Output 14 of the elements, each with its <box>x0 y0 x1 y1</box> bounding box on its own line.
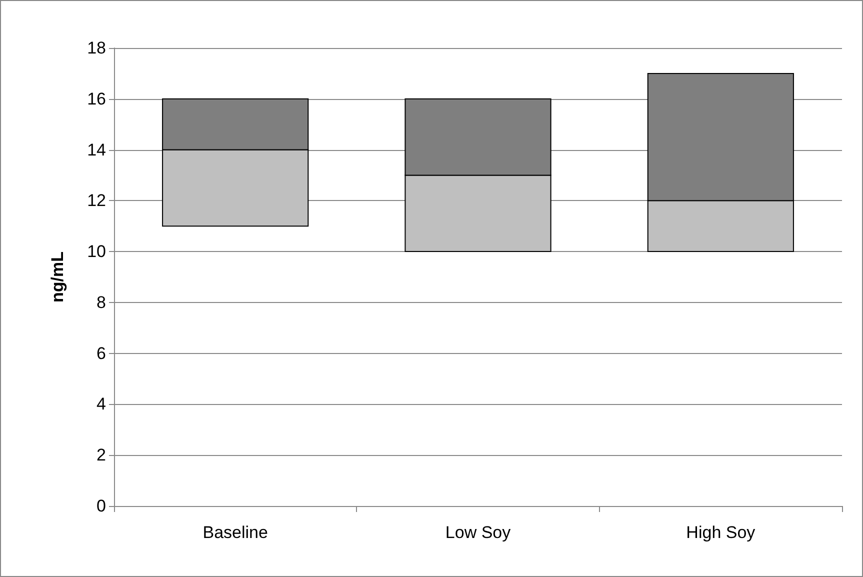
y-tick-label: 8 <box>96 292 106 312</box>
y-tick-label: 16 <box>87 89 106 108</box>
x-tick-label: High Soy <box>686 523 756 542</box>
x-tick-label: Baseline <box>202 523 268 542</box>
y-tick-label: 10 <box>87 242 106 262</box>
y-tick-label: 2 <box>96 446 106 465</box>
y-tick-label: 14 <box>87 140 106 160</box>
y-tick-label: 6 <box>96 344 106 363</box>
y-tick-label: 0 <box>96 496 106 516</box>
y-axis-title: ng/mL <box>48 252 67 302</box>
y-tick-label: 12 <box>87 191 106 210</box>
x-tick-label: Low Soy <box>445 523 512 542</box>
y-tick-label: 18 <box>87 38 106 58</box>
y-tick-label: 4 <box>96 394 106 414</box>
